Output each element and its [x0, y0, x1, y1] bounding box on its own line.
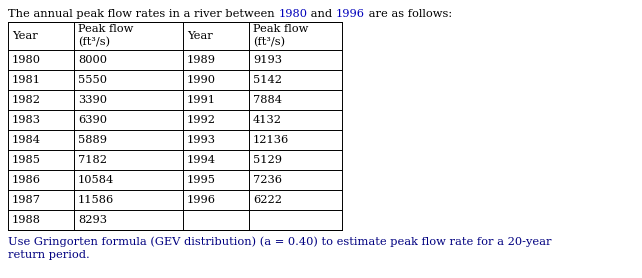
Text: 6222: 6222	[253, 195, 282, 205]
Text: 6390: 6390	[78, 115, 107, 125]
Text: 1993: 1993	[187, 135, 216, 145]
Text: Year: Year	[187, 31, 213, 41]
Text: 1992: 1992	[187, 115, 216, 125]
Text: 1991: 1991	[187, 95, 216, 105]
Text: 9193: 9193	[253, 55, 282, 65]
Text: 3390: 3390	[78, 95, 107, 105]
Text: 7884: 7884	[253, 95, 282, 105]
Text: Peak flow
(ft³/s): Peak flow (ft³/s)	[78, 24, 134, 48]
Text: Peak flow
(ft³/s): Peak flow (ft³/s)	[253, 24, 308, 48]
Text: 1987: 1987	[12, 195, 41, 205]
Text: 5142: 5142	[253, 75, 282, 85]
Text: 5129: 5129	[253, 155, 282, 165]
Text: 7182: 7182	[78, 155, 107, 165]
Text: and: and	[308, 9, 336, 19]
Text: 11586: 11586	[78, 195, 114, 205]
Text: 1989: 1989	[187, 55, 216, 65]
Text: 1980: 1980	[12, 55, 41, 65]
Text: The annual peak flow rates in a river between: The annual peak flow rates in a river be…	[8, 9, 278, 19]
Text: 1982: 1982	[12, 95, 41, 105]
Text: 12136: 12136	[253, 135, 290, 145]
Text: Year: Year	[12, 31, 38, 41]
Text: 1996: 1996	[336, 9, 365, 19]
Text: 8293: 8293	[78, 215, 107, 225]
Text: 1980: 1980	[278, 9, 308, 19]
Text: 10584: 10584	[78, 175, 114, 185]
Text: 8000: 8000	[78, 55, 107, 65]
Text: 1985: 1985	[12, 155, 41, 165]
Text: 5550: 5550	[78, 75, 107, 85]
Text: 1990: 1990	[187, 75, 216, 85]
Text: 1994: 1994	[187, 155, 216, 165]
Text: 1988: 1988	[12, 215, 41, 225]
Text: 1986: 1986	[12, 175, 41, 185]
Text: 1995: 1995	[187, 175, 216, 185]
Text: 1996: 1996	[187, 195, 216, 205]
Text: 1984: 1984	[12, 135, 41, 145]
Text: 1983: 1983	[12, 115, 41, 125]
Text: 4132: 4132	[253, 115, 282, 125]
Text: 5889: 5889	[78, 135, 107, 145]
Text: 1981: 1981	[12, 75, 41, 85]
Bar	[8, 22, 342, 230]
Text: return period.: return period.	[8, 250, 90, 260]
Text: Use Gringorten formula (GEV distribution) (a = 0.40) to estimate peak flow rate : Use Gringorten formula (GEV distribution…	[8, 236, 551, 247]
Text: are as follows:: are as follows:	[365, 9, 452, 19]
Text: 7236: 7236	[253, 175, 282, 185]
